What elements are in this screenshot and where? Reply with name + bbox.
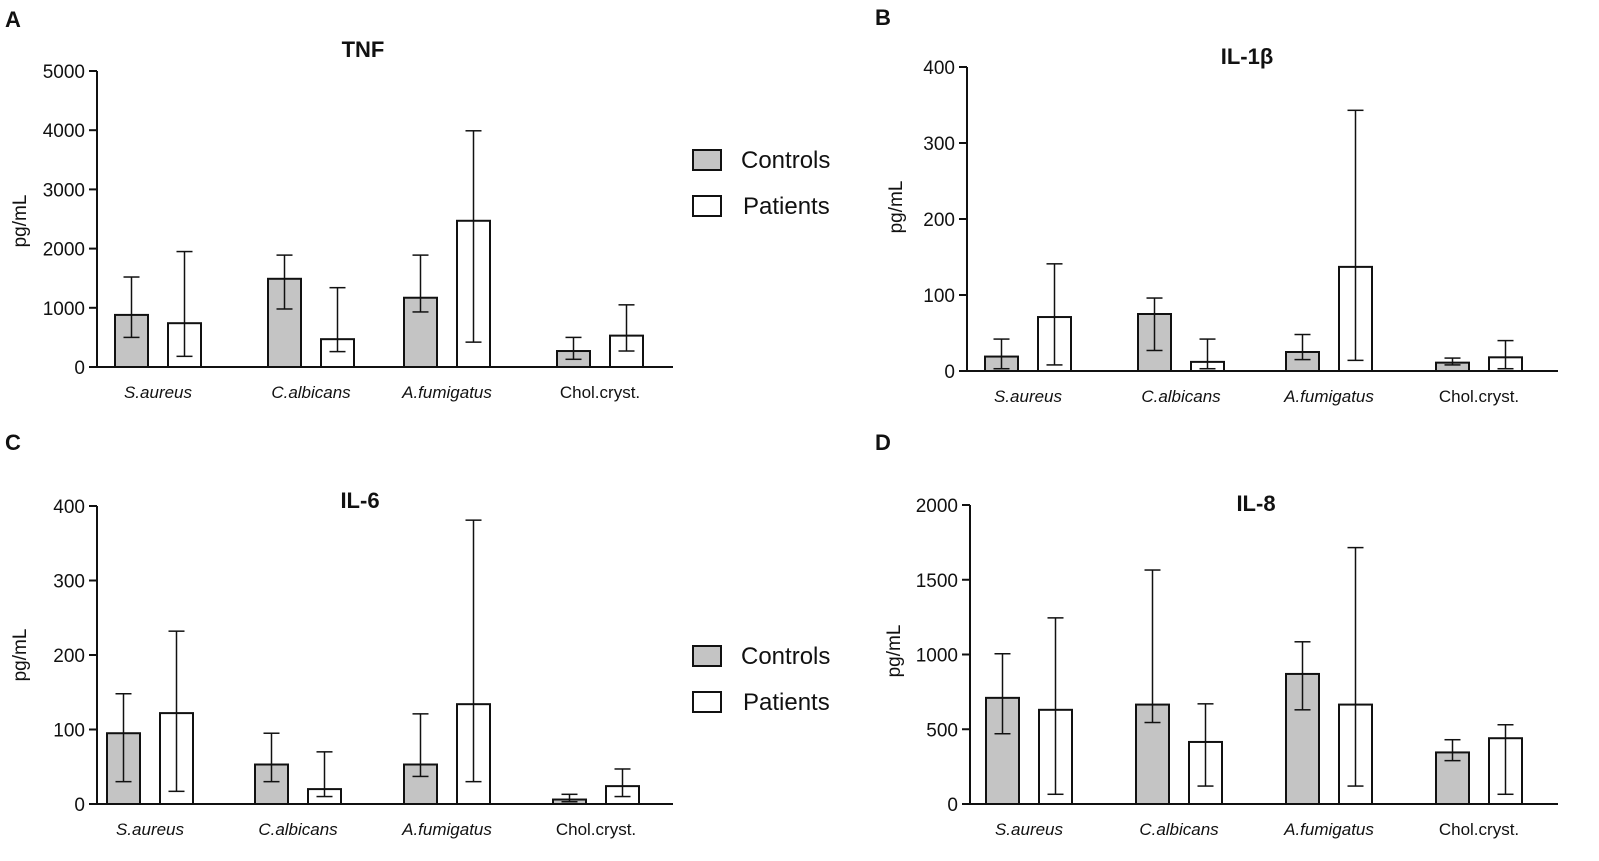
y-axis-label: pg/mL [884,625,905,678]
y-tick-label: 500 [926,720,958,741]
legend: Controls Patients [692,147,830,220]
panel-letter: D [875,430,891,455]
chart-title: IL-8 [1236,491,1275,516]
y-tick-label: 300 [923,134,955,155]
y-tick-label: 1000 [43,299,85,320]
panel-letter: A [5,7,21,32]
legend-swatch-controls [692,645,722,667]
legend-label-patients: Patients [743,193,830,220]
category-label: S.aureus [116,820,185,839]
legend-swatch-patients [692,691,722,713]
y-tick-label: 2000 [43,240,85,261]
y-tick-label: 1500 [916,571,958,592]
y-tick-label: 0 [947,795,958,816]
y-axis-label: pg/mL [10,195,31,248]
category-label: C.albicans [1141,387,1221,406]
panel-b: B IL-1β pg/mL 0 100 200 300 400 S.aureus C.albica… [875,5,1558,406]
panel-letter: B [875,5,891,30]
chart-title: IL-1β [1221,44,1274,69]
y-tick-label: 0 [944,362,955,383]
y-axis-label: pg/mL [10,629,31,682]
chart-title: TNF [342,37,385,62]
panel-d: D IL-8 pg/mL 0 500 1000 1500 2000 S.aureus C.albi… [875,430,1558,839]
category-label: S.aureus [994,387,1063,406]
category-label: C.albicans [271,383,351,402]
category-label: A.fumigatus [1283,820,1374,839]
category-label: A.fumigatus [1283,387,1374,406]
bar-controls-2 [403,763,438,806]
y-tick-label: 200 [923,210,955,231]
y-tick-label: 0 [74,795,85,816]
y-tick-label: 0 [74,358,85,379]
legend-label-controls: Controls [741,147,830,174]
y-tick-label: 100 [53,721,85,742]
bar-controls-1 [267,277,302,368]
y-tick-label: 1000 [916,646,958,667]
category-label: C.albicans [1139,820,1219,839]
y-tick-label: 100 [923,286,955,307]
category-label: Chol.cryst. [560,383,640,402]
category-label: Chol.cryst. [1439,387,1519,406]
legend-swatch-controls [692,149,722,171]
y-tick-label: 2000 [916,496,958,517]
category-label: A.fumigatus [401,820,492,839]
legend-label-patients: Patients [743,689,830,716]
y-tick-label: 200 [53,646,85,667]
category-label: A.fumigatus [401,383,492,402]
y-tick-label: 400 [923,58,955,79]
chart-title: IL-6 [340,488,379,513]
y-axis-label: pg/mL [886,181,907,234]
category-label: Chol.cryst. [1439,820,1519,839]
category-label: S.aureus [124,383,193,402]
legend-swatch-patients [692,195,722,217]
y-tick-label: 300 [53,572,85,593]
panel-a: A TNF pg/mL 0 1000 2000 3000 4000 5000 S.aureus C.… [5,7,830,402]
bar-controls-2 [403,296,438,368]
y-tick-label: 4000 [43,121,85,142]
legend: Controls Patients [692,643,830,716]
y-tick-label: 3000 [43,180,85,201]
panel-c: C IL-6 pg/mL 0 100 200 300 400 S.aureus C.albican… [5,430,830,839]
category-label: Chol.cryst. [556,820,636,839]
category-label: C.albicans [258,820,338,839]
y-tick-label: 400 [53,497,85,518]
legend-label-controls: Controls [741,643,830,670]
category-label: S.aureus [995,820,1064,839]
panel-letter: C [5,430,21,455]
y-tick-label: 5000 [43,62,85,83]
